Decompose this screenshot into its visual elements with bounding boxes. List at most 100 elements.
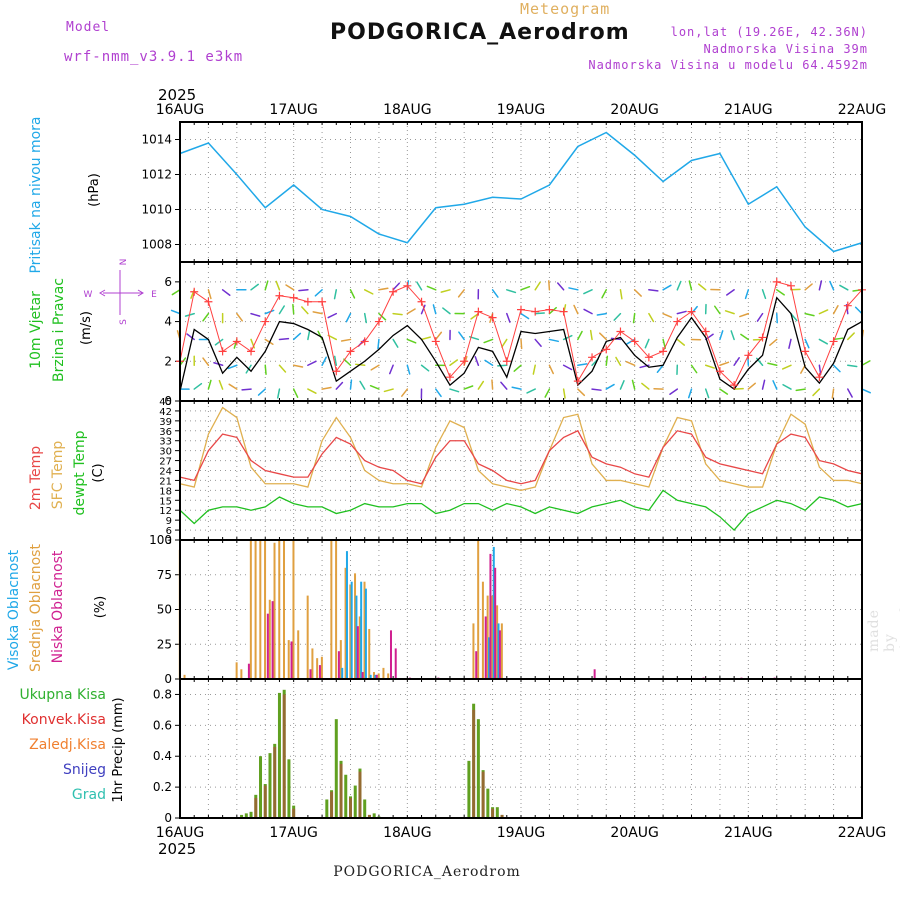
wind-direction-arrow — [463, 385, 474, 390]
wind-direction-arrow — [292, 303, 295, 315]
wind-gust-marker — [218, 347, 227, 356]
y-tick-label: 4 — [164, 315, 172, 329]
wind-direction-arrow — [301, 306, 309, 315]
wind-gust-marker — [701, 327, 710, 336]
dewpoint-line — [179, 489, 863, 532]
wind-direction-arrow — [861, 360, 871, 367]
wind-direction-arrow — [227, 364, 238, 370]
cloud-low-bar — [318, 665, 321, 679]
cloud-unit-label: (%) — [93, 596, 108, 619]
precip-convective-bar — [330, 791, 334, 818]
y-tick-label: 100 — [149, 533, 172, 547]
cloud-low-bar — [356, 626, 359, 679]
wind-direction-arrow — [625, 360, 636, 367]
x-day-label-bottom: 22AUG — [838, 825, 887, 841]
wind-direction-arrow — [426, 285, 437, 291]
wind-direction-arrow — [449, 359, 458, 367]
wind-gust-marker — [744, 351, 753, 360]
y-tick-label: 1012 — [141, 168, 172, 182]
wind-gust-marker — [303, 297, 312, 306]
wind-direction-arrow — [676, 310, 687, 315]
wind-direction-arrow — [401, 388, 409, 397]
y-tick-label: 15 — [159, 496, 172, 507]
wind-direction-arrow — [497, 364, 508, 367]
wind-direction-arrow — [236, 312, 243, 322]
wind-direction-arrow — [406, 364, 411, 375]
wind-unit-label: (m/s) — [79, 311, 94, 345]
wind-direction-arrow — [202, 357, 210, 367]
wind-direction-arrow — [257, 388, 266, 396]
x-day-label-top: 18AUG — [383, 102, 432, 118]
wind-gust-marker — [730, 381, 739, 390]
wind-direction-arrow — [804, 312, 815, 317]
wind-direction-arrow — [317, 330, 323, 341]
precip-convective-bar — [500, 814, 504, 818]
wind-gust-marker — [389, 287, 398, 296]
wind-direction-arrow — [307, 329, 311, 341]
wind-direction-arrow — [556, 282, 565, 291]
y-tick-label: 0.8 — [153, 687, 172, 701]
cloud-mid-bar — [268, 599, 271, 679]
precip-total-bar — [495, 807, 499, 818]
product-label: Meteogram — [520, 0, 611, 18]
compass-s-label: S — [119, 319, 129, 325]
y-tick-label: 6 — [164, 275, 172, 289]
cloud-low-bar — [247, 663, 250, 679]
precip-total-bar — [476, 719, 480, 818]
y-tick-label: 2 — [164, 354, 172, 368]
cloud-mid-bar — [292, 540, 295, 679]
wind-direction-arrow — [406, 338, 417, 344]
wind-direction-arrow — [520, 338, 523, 350]
wind-direction-arrow — [687, 388, 693, 399]
wind-gust-marker — [204, 297, 213, 306]
wind-direction-arrow — [491, 379, 494, 390]
y-tick-label: 0 — [164, 394, 172, 408]
wind-gust-marker — [829, 337, 838, 346]
wind-direction-arrow — [292, 364, 304, 368]
wind-gust-marker — [289, 293, 298, 302]
elevation-label: Nadmorska Visina 39m — [703, 42, 868, 56]
temp-2m-axis-label: 2m Temp — [28, 446, 44, 510]
cloud-low-axis-label: Niska Oblacnost — [50, 550, 66, 663]
wind-gust-marker — [275, 291, 284, 300]
wind-direction-arrow — [349, 289, 356, 299]
y-tick-label: 21 — [159, 476, 172, 487]
wind-gust-marker — [261, 317, 270, 326]
wind-direction-arrow — [662, 312, 673, 318]
wind-direction-arrow — [847, 332, 855, 341]
precip-convective-bar — [273, 746, 277, 818]
wind-direction-arrow — [788, 338, 792, 349]
cloud-low-bar — [394, 648, 397, 679]
precip-convective-bar — [367, 814, 371, 818]
wind-direction-arrow — [804, 283, 813, 291]
wind-direction-arrow — [739, 312, 750, 318]
precip-total-bar — [244, 813, 248, 818]
wind-direction-arrow — [548, 306, 557, 315]
precip-legend-label: Zaledj.Kisa — [29, 737, 106, 753]
precip-convective-bar — [349, 797, 352, 818]
wind-direction-arrow — [359, 380, 366, 390]
wind-gust-marker — [815, 373, 824, 382]
precip-convective-bar — [481, 771, 485, 818]
cloud-low-bar — [271, 601, 274, 679]
precip-total-bar — [353, 785, 357, 818]
wind-direction-arrow — [772, 380, 778, 390]
wind-gust-marker — [232, 337, 241, 346]
y-tick-label: 75 — [157, 568, 172, 582]
wind-direction-arrow — [583, 289, 593, 295]
compass-rose-icon — [99, 270, 144, 315]
y-tick-label: 1008 — [141, 238, 172, 252]
cloud-mid-bar — [235, 662, 238, 679]
y-tick-label: 39 — [159, 417, 172, 428]
wind-direction-arrow — [795, 388, 806, 392]
wind-gust-marker — [346, 347, 355, 356]
wind-direction-arrow — [812, 388, 821, 397]
y-tick-label: 1010 — [141, 203, 172, 217]
cloud-mid-bar — [472, 623, 475, 679]
panel-frame-precipitation — [179, 678, 863, 819]
cloud-high-bar — [497, 623, 500, 679]
cloud-mid-bar — [382, 667, 385, 679]
compass-n-label: N — [119, 259, 129, 266]
wind-direction-arrow — [847, 388, 853, 398]
wind-direction-arrow — [704, 364, 716, 369]
